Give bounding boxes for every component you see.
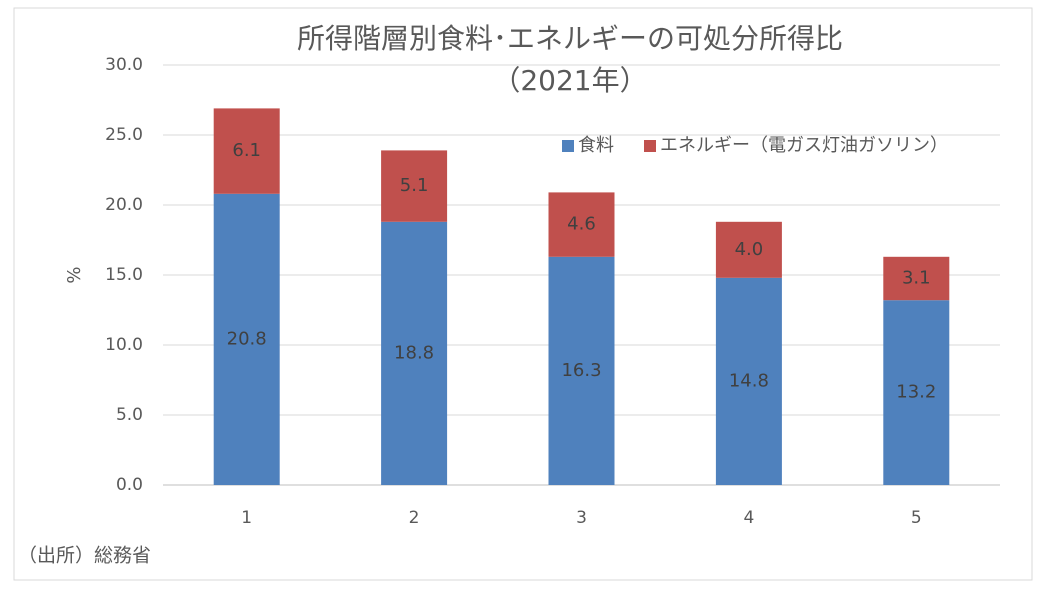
bar-segment xyxy=(381,150,448,222)
y-tick-label: 15.0 xyxy=(105,265,143,285)
bar-segment xyxy=(548,192,615,257)
chart-subtitle: （2021年） xyxy=(492,64,647,97)
chart-title: 所得階層別食料･エネルギーの可処分所得比 xyxy=(297,22,843,55)
y-tick-label: 0.0 xyxy=(116,475,143,495)
x-tick-label: 2 xyxy=(409,508,420,528)
y-tick-label: 20.0 xyxy=(105,195,143,215)
bar-segment xyxy=(213,193,280,486)
y-tick-label: 5.0 xyxy=(116,405,143,425)
data-label: 6.1 xyxy=(232,140,261,161)
data-label: 20.8 xyxy=(227,328,267,349)
bar-segment xyxy=(381,221,448,486)
y-tick-label: 10.0 xyxy=(105,335,143,355)
legend-label: 食料 xyxy=(578,135,614,156)
data-label: 5.1 xyxy=(400,175,429,196)
source-note: （出所）総務省 xyxy=(18,545,151,567)
data-label: 18.8 xyxy=(394,342,434,363)
data-label: 4.6 xyxy=(567,214,596,235)
data-label: 4.0 xyxy=(735,239,764,260)
legend-label: エネルギー（電ガス灯油ガソリン） xyxy=(660,135,948,156)
data-label: 3.1 xyxy=(902,268,931,289)
bar-segment xyxy=(883,300,950,485)
x-tick-label: 3 xyxy=(576,508,587,528)
bar-segment xyxy=(213,108,280,194)
bar-segment xyxy=(715,277,782,485)
legend-swatch xyxy=(562,140,574,152)
y-axis-label: % xyxy=(64,266,85,283)
bar-segment xyxy=(715,221,782,278)
y-tick-label: 25.0 xyxy=(105,125,143,145)
data-label: 16.3 xyxy=(561,360,601,381)
x-tick-label: 4 xyxy=(743,508,754,528)
y-tick-label: 30.0 xyxy=(105,55,143,75)
x-tick-label: 5 xyxy=(911,508,922,528)
data-label: 14.8 xyxy=(729,370,769,391)
x-tick-label: 1 xyxy=(241,508,252,528)
legend-swatch xyxy=(644,140,656,152)
bar-segment xyxy=(548,256,615,485)
data-label: 13.2 xyxy=(896,382,936,403)
bar-segment xyxy=(883,256,950,301)
